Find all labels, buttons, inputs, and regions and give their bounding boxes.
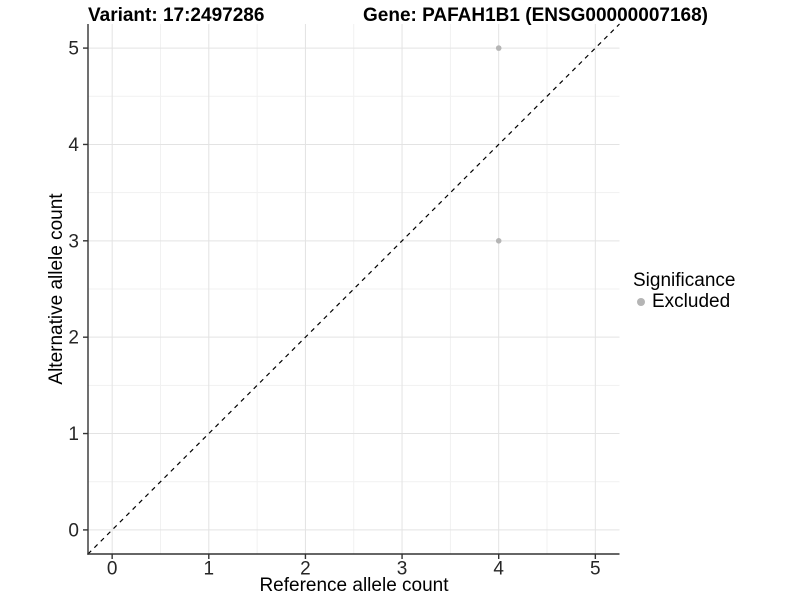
legend-title: Significance xyxy=(633,270,736,291)
x-axis-tick-label: 3 xyxy=(397,559,408,580)
y-axis-tick-label: 3 xyxy=(68,231,79,252)
identity-reference-line xyxy=(87,23,620,555)
x-axis-tick-label: 1 xyxy=(204,559,215,580)
gene-title: Gene: PAFAH1B1 (ENSG00000007168) xyxy=(363,5,708,26)
x-axis-title: Reference allele count xyxy=(259,575,449,596)
y-axis-title: Alternative allele count xyxy=(46,193,67,385)
data-point xyxy=(495,45,502,51)
variant-title: Variant: 17:2497286 xyxy=(88,5,265,26)
y-axis-tick-label: 0 xyxy=(68,520,79,541)
data-point xyxy=(495,238,502,244)
legend-entry: Excluded xyxy=(631,291,735,312)
excluded-point-icon xyxy=(637,298,645,306)
x-axis-tick-label: 4 xyxy=(493,559,504,580)
legend-entry-label: Excluded xyxy=(652,291,731,312)
x-axis-tick-label: 0 xyxy=(107,559,118,580)
y-axis-tick-label: 5 xyxy=(68,39,79,60)
y-axis-tick-label: 4 xyxy=(68,135,79,156)
x-axis-tick-label: 2 xyxy=(300,559,311,580)
y-axis-tick-label: 2 xyxy=(68,328,79,349)
y-axis-tick-label: 1 xyxy=(68,424,79,445)
x-axis-tick-label: 5 xyxy=(590,559,601,580)
legend: Significance Excluded xyxy=(631,270,735,312)
